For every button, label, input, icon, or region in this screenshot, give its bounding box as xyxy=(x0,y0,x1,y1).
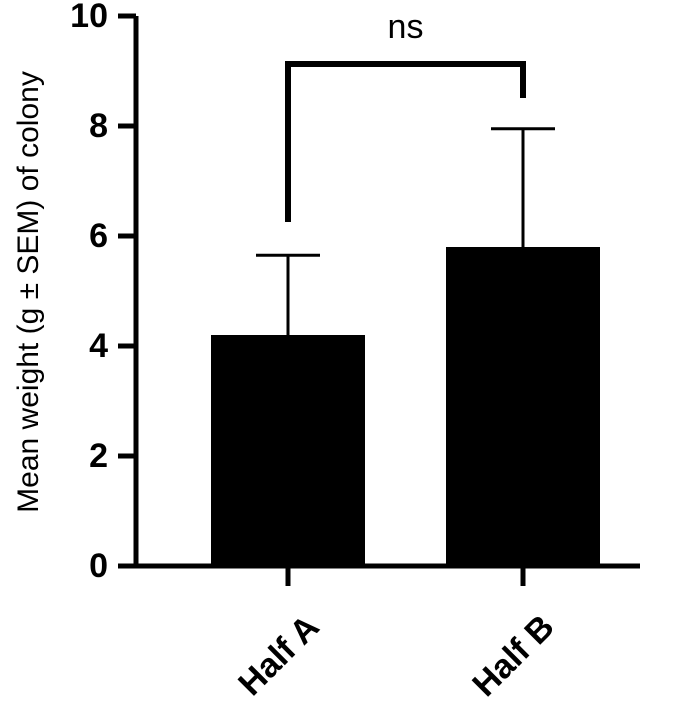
x-tick-label: Half A xyxy=(231,608,326,703)
significance-label: ns xyxy=(388,8,424,46)
y-ticks-group: 0 2 4 6 8 10 xyxy=(70,0,136,585)
plot-area: 0 2 4 6 8 10 Half A Half B ns xyxy=(70,0,640,704)
significance-bracket: ns xyxy=(285,8,526,222)
y-axis-label: Mean weight (g ± SEM) of colony xyxy=(12,71,45,513)
bars-group xyxy=(211,247,600,566)
x-ticks-group: Half A Half B xyxy=(231,566,562,704)
y-tick-label: 8 xyxy=(89,107,108,145)
bar xyxy=(446,247,600,566)
y-tick-label: 4 xyxy=(89,327,108,365)
bar xyxy=(211,335,365,566)
x-tick-label: Half B xyxy=(465,608,561,704)
y-tick-label: 0 xyxy=(89,547,108,585)
y-tick-label: 10 xyxy=(70,0,108,35)
significance-bracket-line xyxy=(285,61,526,222)
error-bars-group xyxy=(256,127,555,335)
y-tick-label: 6 xyxy=(89,217,108,255)
y-tick-label: 2 xyxy=(89,437,108,475)
